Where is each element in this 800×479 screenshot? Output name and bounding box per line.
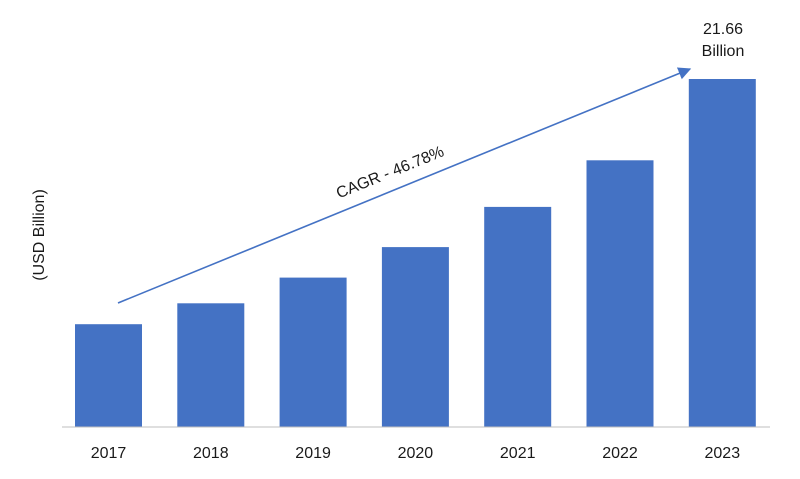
bar-2023 [688, 79, 756, 427]
bar-2020 [381, 247, 449, 427]
bar-2019 [279, 277, 347, 427]
bar-2017 [75, 324, 142, 427]
x-tick-2020: 2020 [398, 445, 434, 462]
bars-group [75, 79, 756, 428]
x-tick-2018: 2018 [193, 445, 229, 462]
x-tick-2019: 2019 [295, 445, 331, 462]
bar-2018 [177, 303, 245, 427]
bar-2022 [586, 160, 654, 428]
value-label-line2: Billion [702, 43, 745, 60]
y-axis-label: (USD Billion) [31, 189, 48, 281]
x-tick-2021: 2021 [500, 445, 536, 462]
x-tick-labels: 2017 2018 2019 2020 2021 2022 2023 [91, 445, 740, 462]
x-tick-2022: 2022 [602, 445, 638, 462]
x-tick-2017: 2017 [91, 445, 127, 462]
cagr-annotation: CAGR - 46.78% [334, 143, 447, 202]
value-label-line1: 21.66 [703, 21, 743, 38]
x-tick-2023: 2023 [705, 445, 741, 462]
bar-2021 [484, 206, 552, 427]
cagr-trend-arrow [117, 67, 692, 304]
